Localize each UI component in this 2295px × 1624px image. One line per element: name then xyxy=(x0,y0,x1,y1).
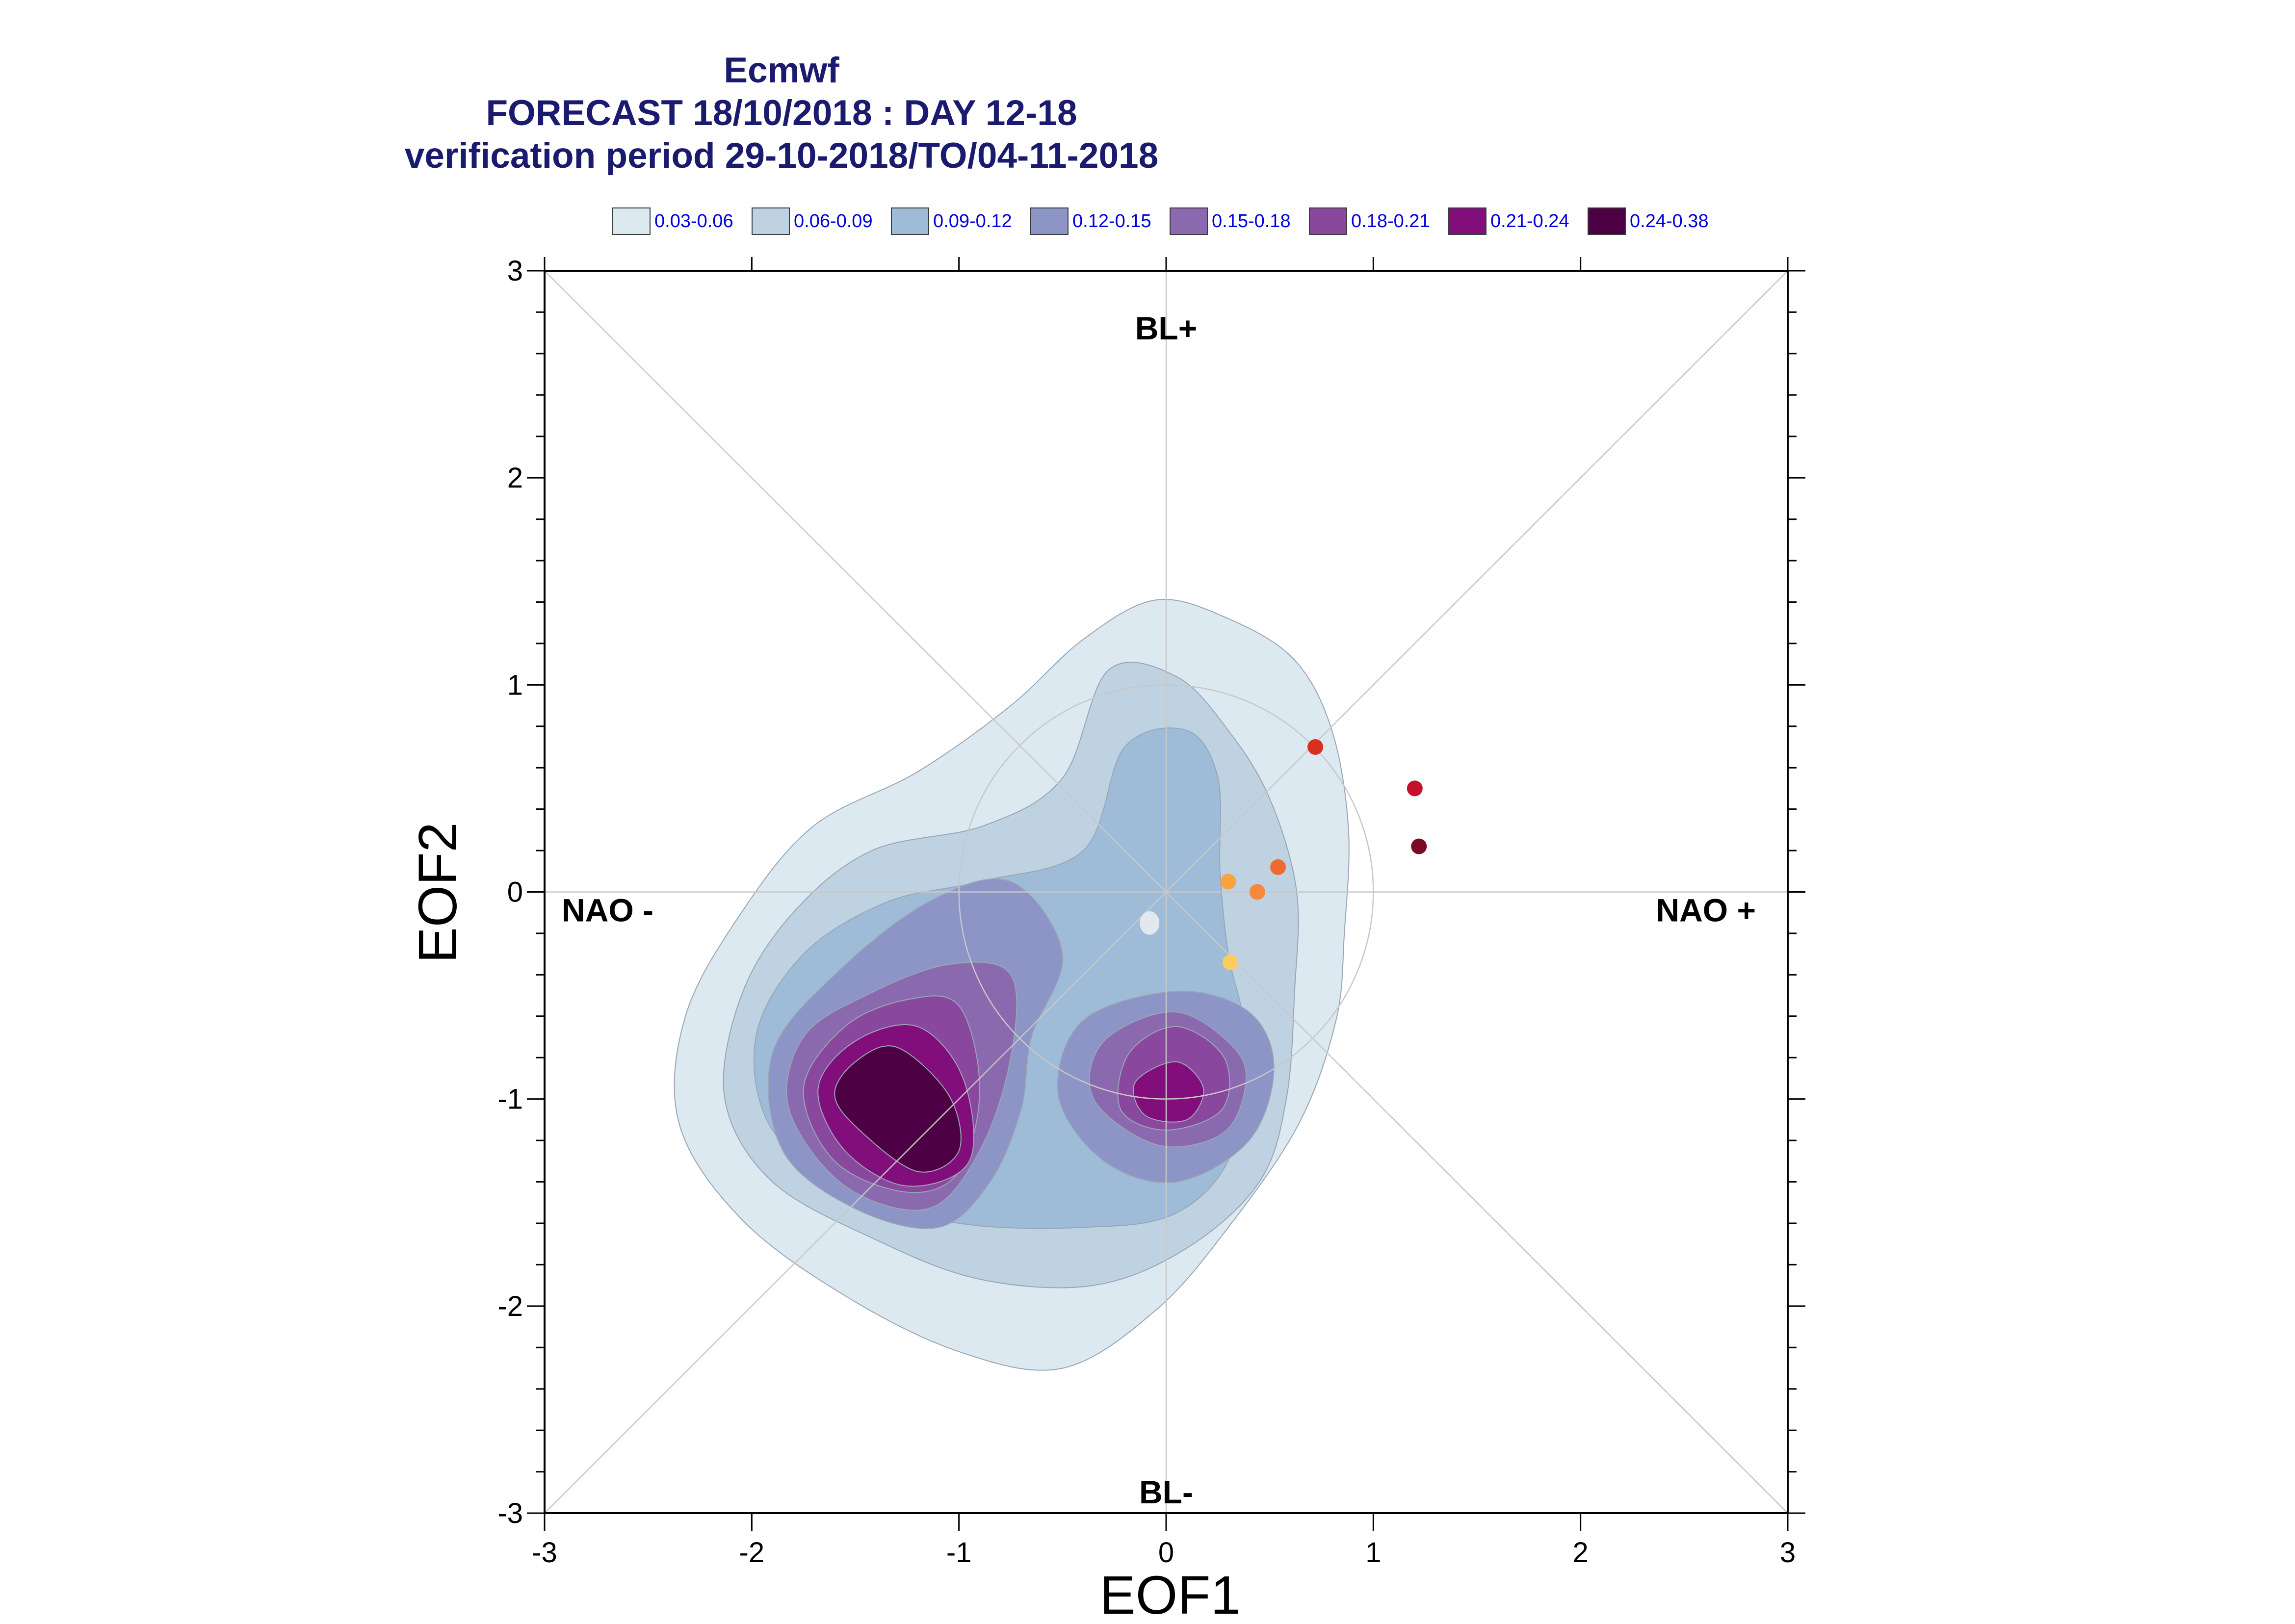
legend-label: 0.06-0.09 xyxy=(794,211,873,232)
density-contour-band xyxy=(834,1045,962,1173)
regime-label-left: NAO - xyxy=(562,892,653,928)
chart-title-block: Ecmwf FORECAST 18/10/2018 : DAY 12-18 ve… xyxy=(0,49,1563,177)
y-tick-label: 0 xyxy=(507,876,523,908)
legend-label: 0.15-0.18 xyxy=(1212,211,1291,232)
forecast-point xyxy=(1220,874,1236,890)
x-tick-label: 2 xyxy=(1573,1537,1589,1569)
y-tick-label: 2 xyxy=(507,462,523,494)
y-tick-label: 3 xyxy=(507,255,523,287)
forecast-points xyxy=(1220,739,1427,971)
density-contours xyxy=(674,599,1350,1371)
legend: 0.03-0.06 0.06-0.09 0.09-0.12 0.12-0.15 … xyxy=(612,206,1790,238)
regime-label-right: NAO + xyxy=(1656,892,1756,928)
legend-swatch xyxy=(1030,207,1069,235)
legend-swatch xyxy=(1448,207,1487,235)
chart-subtitle-verification: verification period 29-10-2018/TO/04-11-… xyxy=(404,136,1159,176)
x-tick-label: -2 xyxy=(739,1537,765,1569)
legend-swatch xyxy=(891,207,929,235)
reference-circle xyxy=(958,684,1374,1100)
x-axis-label: EOF1 xyxy=(1099,1565,1240,1624)
guide-lines xyxy=(544,270,1788,1514)
legend-swatch xyxy=(1170,207,1208,235)
y-tick-label: 1 xyxy=(507,669,523,701)
legend-label: 0.18-0.21 xyxy=(1351,211,1430,232)
forecast-point xyxy=(1411,838,1427,854)
legend-swatch xyxy=(612,207,651,235)
forecast-point xyxy=(1249,884,1265,900)
y-tick-label: -2 xyxy=(497,1290,523,1322)
density-contour-band xyxy=(1133,1061,1204,1123)
y-tick-label: -3 xyxy=(497,1497,523,1529)
regime-label-top: BL+ xyxy=(1135,310,1198,346)
forecast-point xyxy=(1270,859,1286,875)
legend-swatch xyxy=(1588,207,1626,235)
legend-label: 0.03-0.06 xyxy=(654,211,733,232)
tick-labels: -3 -2 -1 0 1 2 3 -3 -2 -1 0 1 2 3 xyxy=(497,255,1796,1569)
y-axis-label: EOF2 xyxy=(408,822,468,963)
legend-swatch xyxy=(752,207,790,235)
legend-label: 0.24-0.38 xyxy=(1630,211,1709,232)
regime-labels: BL+ BL- NAO - NAO + xyxy=(562,310,1756,1510)
y-tick-label: -1 xyxy=(497,1083,523,1115)
axes xyxy=(527,257,1805,1531)
x-tick-label: -1 xyxy=(946,1537,972,1569)
legend-label: 0.21-0.24 xyxy=(1490,211,1569,232)
regime-label-bottom: BL- xyxy=(1139,1474,1193,1510)
chart-title: Ecmwf xyxy=(724,51,839,90)
forecast-point xyxy=(1222,954,1238,971)
x-tick-label: 1 xyxy=(1365,1537,1381,1569)
chart-subtitle-forecast: FORECAST 18/10/2018 : DAY 12-18 xyxy=(486,93,1077,133)
x-tick-label: 0 xyxy=(1158,1537,1174,1569)
diagonal-line xyxy=(544,270,1788,1514)
forecast-point xyxy=(1407,780,1423,797)
x-tick-label: 3 xyxy=(1780,1537,1796,1569)
x-tick-label: -3 xyxy=(532,1537,557,1569)
light-patch xyxy=(1140,911,1160,935)
legend-label: 0.09-0.12 xyxy=(933,211,1012,232)
legend-label: 0.12-0.15 xyxy=(1072,211,1151,232)
legend-swatch xyxy=(1309,207,1347,235)
forecast-point xyxy=(1307,739,1324,755)
